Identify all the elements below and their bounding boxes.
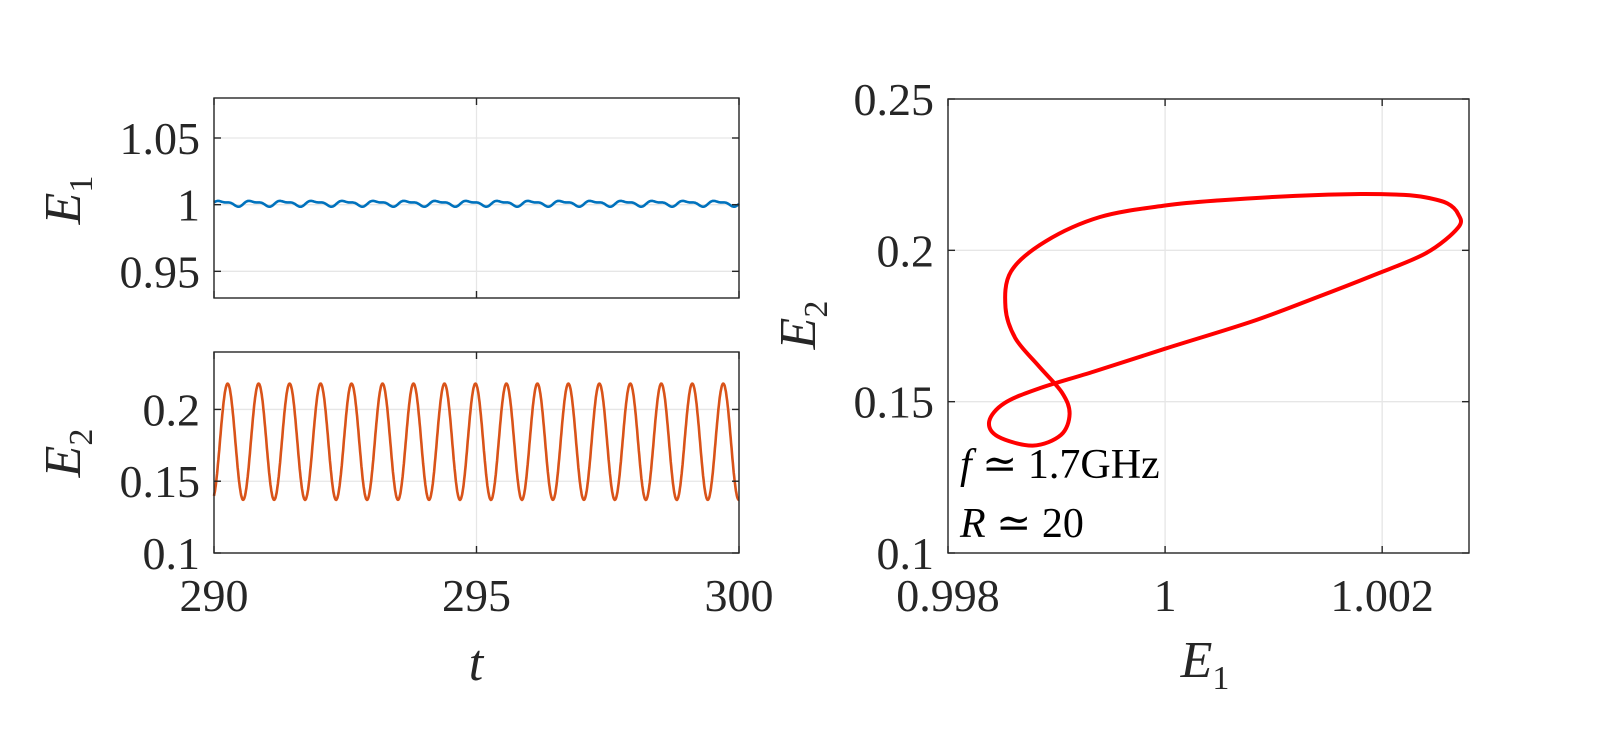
bottom-left-axes: 290 295 300 0.1 0.15 0.2 E2 t — [35, 351, 774, 692]
ratio-value: ≃ 20 — [986, 501, 1084, 547]
bottom-left-ytick-label-0: 0.1 — [143, 528, 201, 579]
ratio-annotation: R ≃ 20 — [959, 501, 1084, 547]
bottom-left-xtick-label-2: 300 — [705, 570, 774, 621]
top-left-ytick-label-2: 1.05 — [120, 113, 201, 164]
right-xlabel: E1 — [1180, 632, 1230, 697]
bottom-left-xtick-label-1: 295 — [442, 570, 511, 621]
top-left-ylabel: E1 — [35, 176, 100, 226]
right-ylabel-sub: 2 — [798, 301, 835, 318]
bottom-left-ylabel-sub: 2 — [63, 429, 100, 446]
bottom-left-ylabel: E2 — [35, 429, 100, 479]
right-ticks: 0.998 1 1.002 0.1 0.15 0.2 0.25 — [854, 74, 1469, 621]
right-xlabel-sub: 1 — [1212, 660, 1229, 697]
bottom-left-ytick-label-2: 0.2 — [143, 384, 201, 435]
bottom-left-series-line-0 — [212, 382, 740, 502]
bottom-left-series — [212, 382, 740, 502]
right-series-line-0 — [986, 191, 1464, 448]
right-xtick-label-2: 1.002 — [1330, 570, 1434, 621]
right-xtick-label-0: 0.998 — [896, 570, 1000, 621]
bottom-left-xlabel: t — [469, 635, 485, 692]
frequency-annotation: f ≃ 1.7GHz — [960, 442, 1160, 488]
bottom-left-ytick-label-1: 0.15 — [120, 456, 201, 507]
frequency-value: ≃ 1.7GHz — [972, 442, 1160, 488]
top-left-series — [213, 199, 740, 208]
right-series — [986, 191, 1464, 448]
ratio-symbol: R — [959, 501, 986, 547]
right-frame — [947, 98, 1470, 554]
top-left-series-line-0 — [213, 199, 740, 208]
top-left-ytick-label-0: 0.95 — [120, 246, 201, 297]
bottom-left-ylabel-main: E — [35, 446, 92, 479]
right-ytick-label-1: 0.15 — [854, 377, 935, 428]
top-left-ylabel-main: E — [35, 193, 92, 226]
top-left-ytick-label-1: 1 — [177, 180, 200, 231]
right-ylabel: E2 — [770, 301, 835, 351]
right-ylabel-main: E — [770, 318, 827, 351]
right-ytick-label-0: 0.1 — [877, 528, 935, 579]
top-left-ylabel-sub: 1 — [63, 176, 100, 193]
bottom-left-ticks: 290 295 300 0.1 0.15 0.2 — [120, 352, 774, 621]
right-xlabel-main: E — [1180, 632, 1213, 689]
bottom-left-xtick-label-0: 290 — [180, 570, 249, 621]
right-ytick-label-3: 0.25 — [854, 74, 935, 125]
right-xtick-label-1: 1 — [1154, 570, 1177, 621]
right-ytick-label-2: 0.2 — [877, 225, 935, 276]
top-left-ticks: 0.95 1 1.05 — [120, 98, 740, 298]
